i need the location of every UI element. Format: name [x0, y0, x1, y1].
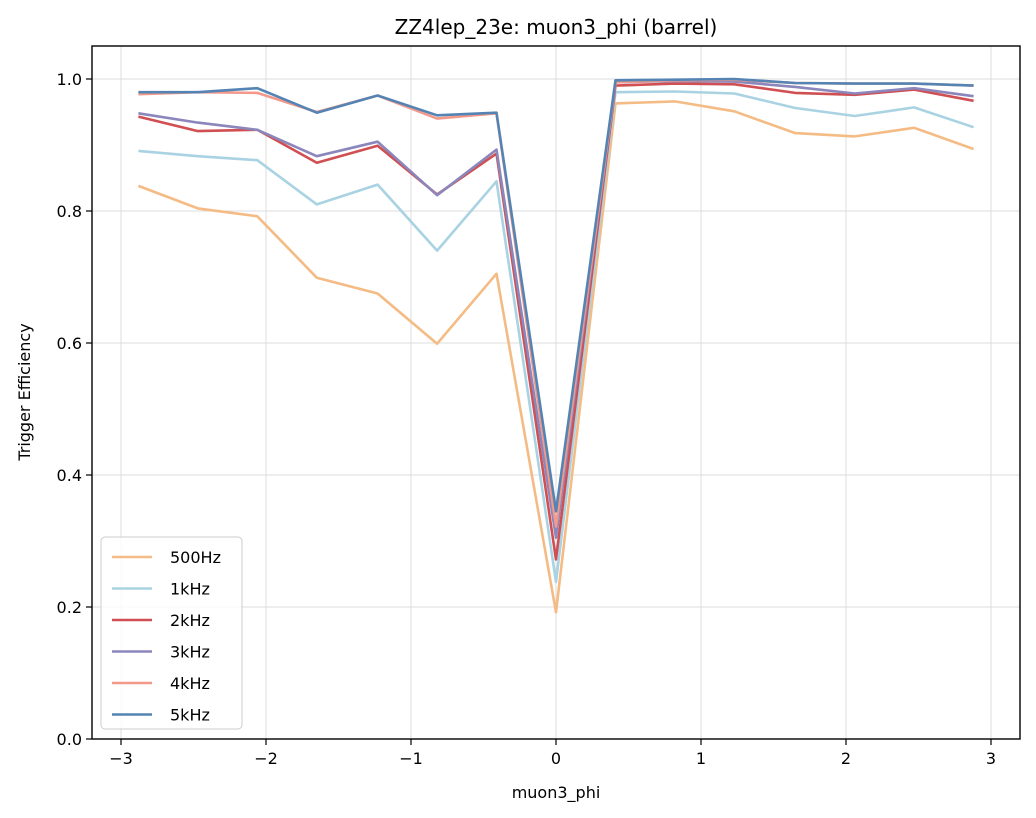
- x-tick-label: 0: [551, 749, 561, 768]
- series-line-2kHz: [138, 82, 974, 561]
- legend: 500Hz 1kHz 2kHz 3kHz 4kHz 5kHz: [100, 536, 243, 730]
- legend-label: 1kHz: [170, 580, 210, 599]
- series-line-500Hz: [137, 100, 975, 614]
- y-tick-label: 0.2: [57, 598, 82, 617]
- x-axis-label: muon3_phi: [512, 783, 601, 803]
- legend-label: 4kHz: [170, 674, 210, 693]
- x-tick-label: 1: [696, 749, 706, 768]
- x-tick-label: 3: [986, 749, 996, 768]
- y-tick-label: 0.0: [57, 730, 82, 749]
- legend-box: [100, 536, 243, 730]
- y-tick-label: 1.0: [57, 70, 82, 89]
- x-axis-ticks: −3 −2 −1 0 1 2 3: [109, 739, 996, 768]
- x-tick-label: −1: [399, 749, 423, 768]
- legend-label: 3kHz: [170, 643, 210, 662]
- legend-label: 500Hz: [170, 548, 221, 567]
- y-tick-label: 0.4: [57, 466, 82, 485]
- y-tick-label: 0.8: [57, 202, 82, 221]
- series-line-5kHz: [138, 77, 974, 513]
- series-line-1kHz: [138, 90, 975, 584]
- chart-title: ZZ4lep_23e: muon3_phi (barrel): [395, 15, 718, 39]
- series-line-3kHz: [138, 79, 974, 540]
- x-tick-label: −3: [109, 749, 133, 768]
- y-axis-label: Trigger Efficiency: [15, 323, 34, 461]
- y-axis-ticks: 0.0 0.2 0.4 0.6 0.8 1.0: [57, 70, 92, 749]
- legend-label: 5kHz: [170, 706, 210, 725]
- y-tick-label: 0.6: [57, 334, 82, 353]
- x-tick-label: 2: [841, 749, 851, 768]
- x-tick-label: −2: [254, 749, 278, 768]
- series-lines: [137, 77, 975, 614]
- legend-label: 2kHz: [170, 611, 210, 630]
